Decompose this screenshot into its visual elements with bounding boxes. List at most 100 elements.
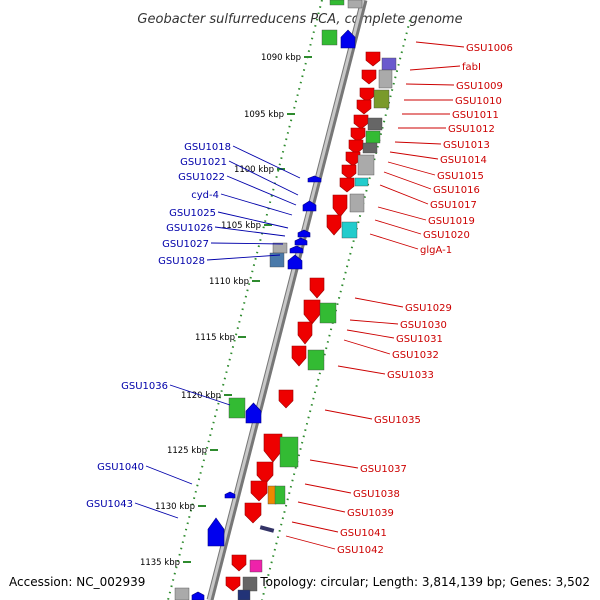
gene-arrow[interactable]: [302, 200, 317, 212]
label-leader: [374, 219, 422, 235]
gene-label-right[interactable]: GSU1030: [400, 320, 447, 331]
label-leader: [145, 465, 193, 485]
gene-label-right[interactable]: GSU1029: [405, 303, 452, 314]
cog-box: [228, 397, 246, 419]
gene-label-right[interactable]: GSU1014: [440, 155, 487, 166]
label-leader: [309, 459, 359, 469]
kbp-label: 1105 kbp: [221, 221, 261, 231]
gene-arrow[interactable]: [297, 321, 313, 345]
gene-arrow[interactable]: [326, 214, 342, 236]
gene-arrow[interactable]: [231, 554, 247, 572]
gene-arrow[interactable]: [303, 299, 321, 325]
gene-label-left[interactable]: GSU1025: [169, 208, 216, 219]
gene-label-right[interactable]: fabI: [462, 62, 481, 73]
gene-label-right[interactable]: GSU1016: [433, 185, 480, 196]
gene-arrow[interactable]: [348, 139, 364, 155]
gene-arrow[interactable]: [359, 87, 375, 103]
gene-label-right[interactable]: GSU1006: [466, 43, 513, 54]
gene-label-right[interactable]: GSU1013: [443, 140, 490, 151]
gene-label-right[interactable]: GSU1020: [423, 230, 470, 241]
gene-label-left[interactable]: GSU1018: [184, 142, 231, 153]
gene-arrow[interactable]: [250, 480, 268, 502]
gene-label-left[interactable]: GSU1027: [162, 239, 209, 250]
gene-label-right[interactable]: GSU1041: [340, 528, 387, 539]
label-leader: [354, 297, 404, 308]
gene-arrow[interactable]: [289, 245, 304, 254]
gene-arrow[interactable]: [207, 517, 225, 547]
gene-arrow[interactable]: [263, 433, 283, 463]
gene-arrow[interactable]: [294, 237, 308, 246]
gene-arrow[interactable]: [345, 151, 361, 167]
kbp-label: 1095 kbp: [244, 110, 284, 120]
gene-label-right[interactable]: GSU1038: [353, 489, 400, 500]
gene-arrow[interactable]: [256, 461, 274, 485]
gene-arrow[interactable]: [307, 175, 322, 183]
gene-arrow[interactable]: [191, 591, 205, 600]
gene-arrow[interactable]: [340, 29, 356, 49]
gene-label-right[interactable]: GSU1012: [448, 124, 495, 135]
label-leader: [232, 145, 301, 179]
gene-arrow[interactable]: [297, 229, 311, 238]
label-leader: [346, 329, 395, 339]
gene-label-right[interactable]: GSU1037: [360, 464, 407, 475]
gene-label-right[interactable]: GSU1009: [456, 81, 503, 92]
gene-label-right[interactable]: GSU1032: [392, 350, 439, 361]
gene-label-left[interactable]: GSU1036: [121, 381, 168, 392]
label-leader: [387, 161, 436, 176]
cog-box: [349, 193, 365, 213]
gene-arrow[interactable]: [339, 177, 355, 193]
kbp-label: 1115 kbp: [195, 333, 235, 343]
gene-arrow[interactable]: [291, 345, 307, 367]
gene-label-right[interactable]: GSU1010: [455, 96, 502, 107]
gene-arrow[interactable]: [225, 576, 241, 592]
cog-box: [307, 349, 325, 371]
kbp-scale: 1090 kbp 1095 kbp 1100 kbp 1105 kbp 1110 kbp…: [140, 53, 312, 568]
gene-label-right[interactable]: GSU1011: [452, 110, 499, 121]
cog-box: [267, 485, 277, 505]
gene-label-right[interactable]: GSU1042: [337, 545, 384, 556]
gene-arrow[interactable]: [287, 254, 303, 270]
gene-label-right[interactable]: GSU1019: [428, 216, 475, 227]
gene-arrow[interactable]: [353, 114, 369, 130]
gene-label-right[interactable]: glgA-1: [420, 245, 452, 256]
cog-box: [329, 0, 345, 6]
gene-features: [174, 0, 397, 600]
gene-label-right[interactable]: GSU1039: [347, 508, 394, 519]
gene-label-right[interactable]: GSU1015: [437, 171, 484, 182]
gene-arrow[interactable]: [244, 502, 262, 524]
gene-arrow[interactable]: [365, 51, 381, 67]
kbp-label: 1120 kbp: [181, 391, 221, 401]
gene-arrow[interactable]: [245, 402, 262, 424]
gene-label-left[interactable]: GSU1021: [180, 157, 227, 168]
gene-label-left[interactable]: GSU1028: [158, 256, 205, 267]
genome-stats-text: Topology: circular; Length: 3,814,139 bp…: [259, 575, 590, 589]
gene-arrow[interactable]: [350, 127, 366, 143]
gene-arrow[interactable]: [361, 69, 377, 85]
gene-label-left[interactable]: cyd-4: [191, 190, 219, 201]
gene-arrow[interactable]: [224, 491, 236, 499]
gene-label-right[interactable]: GSU1031: [396, 334, 443, 345]
gene-arrow[interactable]: [309, 277, 325, 299]
label-leader: [220, 193, 293, 216]
gene-label-right[interactable]: GSU1035: [374, 415, 421, 426]
cog-box: [259, 525, 275, 533]
label-leader: [394, 141, 442, 145]
gene-label-left[interactable]: GSU1040: [97, 462, 144, 473]
gene-label-left[interactable]: GSU1026: [166, 223, 213, 234]
gene-label-right[interactable]: GSU1017: [430, 200, 477, 211]
cog-box: [279, 436, 299, 468]
gene-label-left[interactable]: GSU1022: [178, 172, 225, 183]
gene-label-left[interactable]: GSU1043: [86, 499, 133, 510]
gene-arrow[interactable]: [341, 164, 357, 180]
label-leader: [349, 319, 399, 325]
label-leader: [217, 211, 289, 229]
cog-box: [341, 221, 358, 239]
label-leader: [324, 409, 373, 420]
gene-arrow[interactable]: [278, 389, 294, 409]
label-leader: [226, 175, 297, 206]
gene-label-right[interactable]: GSU1033: [387, 370, 434, 381]
cog-box: [237, 589, 251, 600]
gene-arrow[interactable]: [332, 194, 348, 218]
genome-backbone: [206, 0, 368, 600]
gene-arrow[interactable]: [356, 99, 372, 115]
